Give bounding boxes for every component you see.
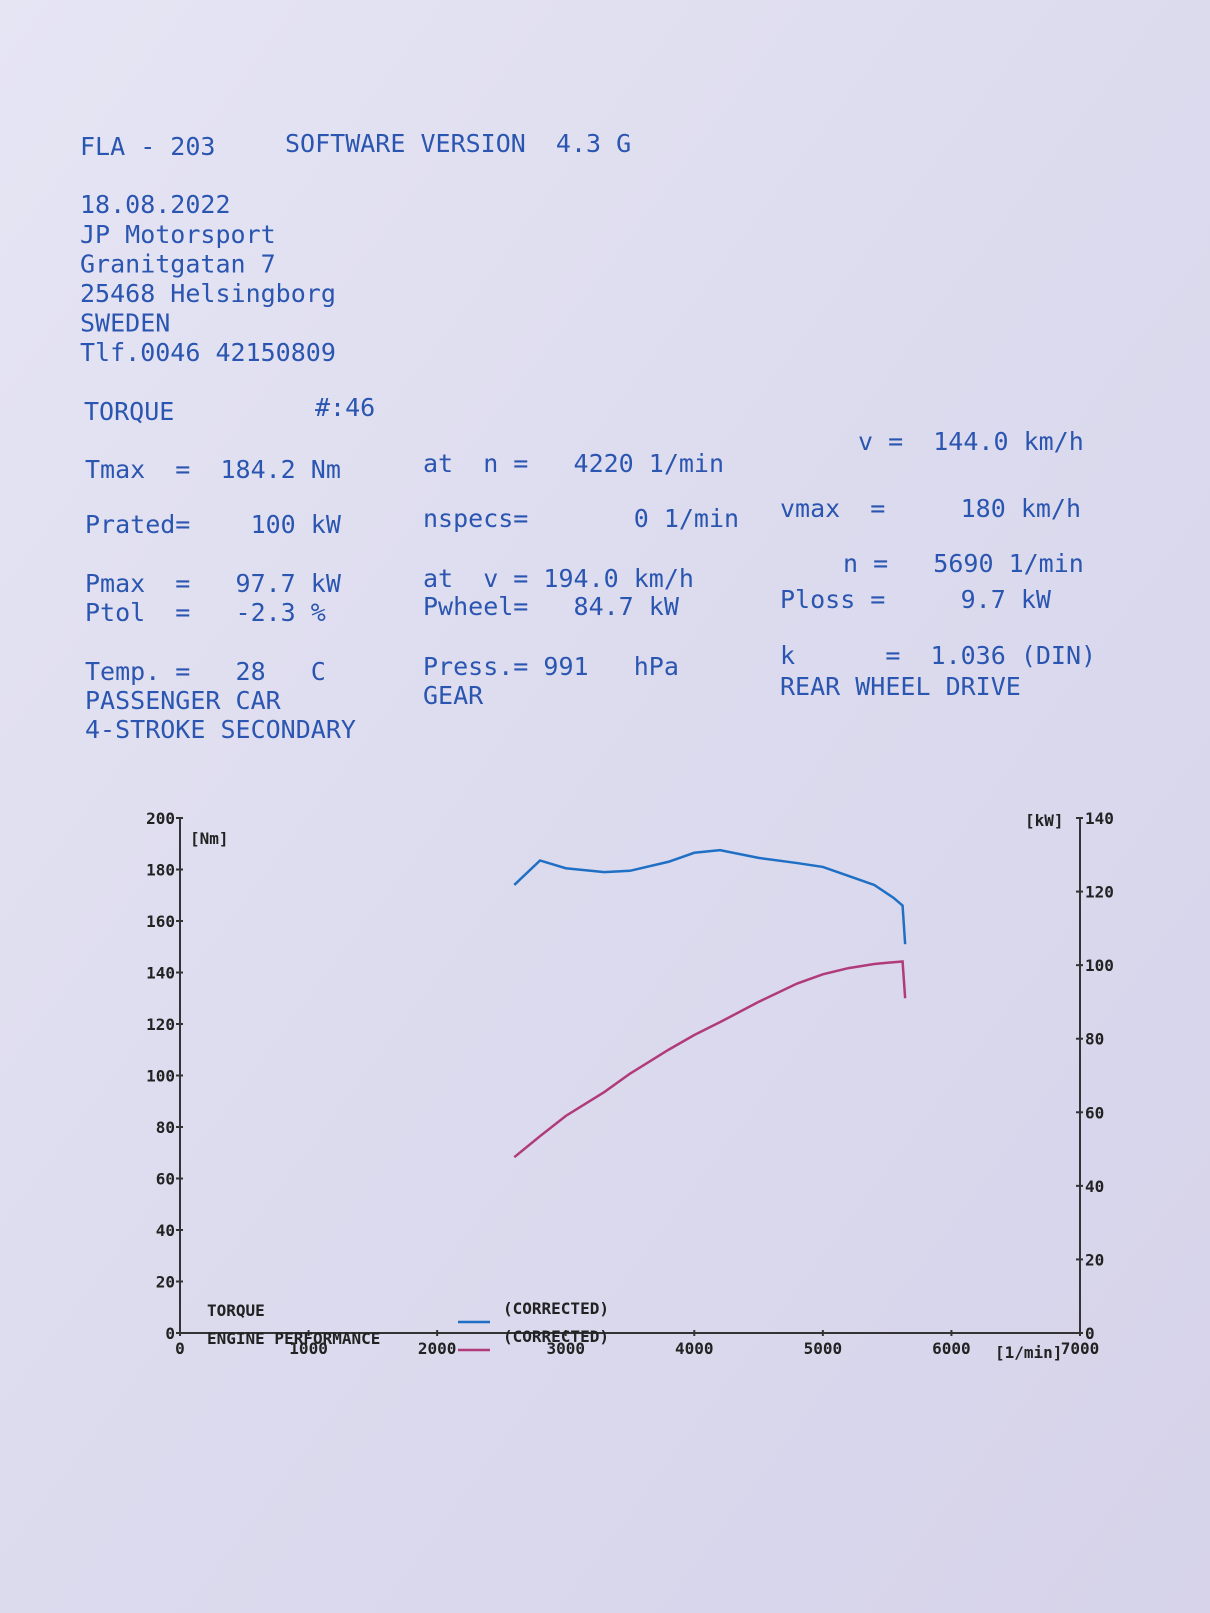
report-field: Temp. = 28 C bbox=[85, 657, 326, 686]
y-axis-unit: [Nm] bbox=[190, 829, 229, 848]
date: 18.08.2022 bbox=[80, 190, 231, 219]
address-line: Tlf.0046 42150809 bbox=[80, 338, 336, 367]
report-field: n = 5690 1/min bbox=[843, 549, 1084, 578]
y2-tick-label: 80 bbox=[1085, 1030, 1104, 1049]
y-tick-label: 200 bbox=[146, 809, 175, 828]
report-field: vmax = 180 km/h bbox=[780, 494, 1081, 523]
report-field: REAR WHEEL DRIVE bbox=[780, 672, 1021, 701]
x-axis-unit: [1/min] bbox=[995, 1343, 1062, 1362]
y2-tick-label: 120 bbox=[1085, 883, 1114, 902]
y2-tick-label: 20 bbox=[1085, 1250, 1104, 1269]
address-line: SWEDEN bbox=[80, 309, 170, 338]
report-field: at v = 194.0 km/h bbox=[423, 564, 694, 593]
x-tick-label: 1000 bbox=[289, 1339, 328, 1358]
model: FLA - 203 bbox=[80, 132, 215, 161]
report-field: k = 1.036 (DIN) bbox=[780, 641, 1096, 670]
report-field: Ptol = -2.3 % bbox=[85, 598, 326, 627]
report-field: v = 144.0 km/h bbox=[858, 427, 1084, 456]
report-field: PASSENGER CAR bbox=[85, 686, 282, 715]
x-tick-label: 2000 bbox=[418, 1339, 457, 1358]
y2-tick-label: 40 bbox=[1085, 1177, 1104, 1196]
legend-status: (CORRECTED) bbox=[503, 1327, 609, 1346]
address-line: 25468 Helsingborg bbox=[80, 279, 336, 308]
x-tick-label: 6000 bbox=[932, 1339, 971, 1358]
report-field: GEAR bbox=[423, 681, 484, 710]
y-tick-label: 60 bbox=[156, 1170, 175, 1189]
y-tick-label: 100 bbox=[146, 1067, 175, 1086]
report-title: TORQUE bbox=[84, 397, 174, 426]
run-number: #:46 bbox=[315, 393, 375, 422]
report-field: Pwheel= 84.7 kW bbox=[423, 592, 680, 621]
y2-tick-label: 0 bbox=[1085, 1324, 1095, 1343]
report-field: Tmax = 184.2 Nm bbox=[85, 455, 341, 484]
address-line: JP Motorsport bbox=[80, 220, 276, 249]
report-field: at n = 4220 1/min bbox=[423, 449, 724, 478]
series-line bbox=[513, 960, 907, 1159]
x-tick-label: 0 bbox=[175, 1339, 185, 1358]
y2-tick-label: 60 bbox=[1085, 1103, 1104, 1122]
report-field: nspecs= 0 1/min bbox=[423, 504, 739, 533]
y2-axis-unit: [kW] bbox=[1025, 811, 1064, 830]
x-tick-label: 4000 bbox=[675, 1339, 714, 1358]
y2-tick-label: 100 bbox=[1085, 956, 1114, 975]
y-tick-label: 20 bbox=[156, 1273, 175, 1292]
y-tick-label: 0 bbox=[165, 1324, 175, 1343]
report-field: Prated= 100 kW bbox=[85, 510, 342, 539]
legend-status: (CORRECTED) bbox=[503, 1299, 609, 1318]
address-line: Granitgatan 7 bbox=[80, 250, 276, 279]
report-field: Press.= 991 hPa bbox=[423, 652, 679, 681]
software-version: SOFTWARE VERSION 4.3 G bbox=[285, 129, 631, 158]
y-tick-label: 80 bbox=[156, 1118, 175, 1137]
series-line bbox=[513, 848, 907, 945]
report-field: 4-STROKE SECONDARY bbox=[85, 715, 356, 744]
x-tick-label: 7000 bbox=[1061, 1339, 1100, 1358]
y2-tick-label: 140 bbox=[1085, 809, 1114, 828]
y-tick-label: 40 bbox=[156, 1221, 175, 1240]
y-tick-label: 180 bbox=[146, 861, 175, 880]
y-tick-label: 140 bbox=[146, 964, 175, 983]
report-field: Ploss = 9.7 kW bbox=[780, 585, 1052, 614]
legend-label: ENGINE PERFORMANCE bbox=[207, 1329, 380, 1348]
y-tick-label: 160 bbox=[146, 912, 175, 931]
x-tick-label: 3000 bbox=[546, 1339, 585, 1358]
y-tick-label: 120 bbox=[146, 1015, 175, 1034]
x-tick-label: 5000 bbox=[804, 1339, 843, 1358]
report-field: Pmax = 97.7 kW bbox=[85, 569, 342, 598]
legend-label: TORQUE bbox=[207, 1301, 265, 1320]
